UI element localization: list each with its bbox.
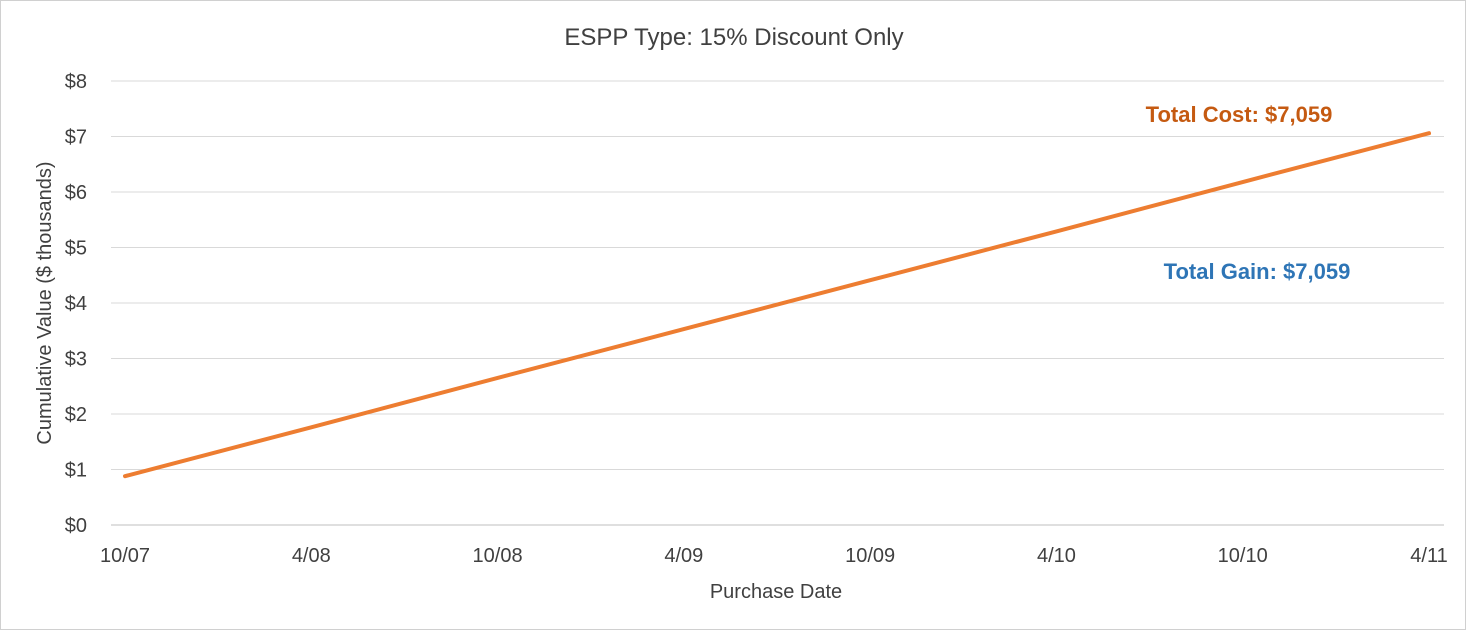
y-tick-label: $5 — [65, 238, 87, 260]
y-tick-label: $3 — [65, 349, 87, 371]
chart-title: ESPP Type: 15% Discount Only — [564, 24, 903, 51]
x-tick-label: 10/08 — [473, 545, 523, 567]
x-tick-label: 10/09 — [845, 545, 895, 567]
x-tick-label: 10/10 — [1218, 545, 1268, 567]
y-axis-label: Cumulative Value ($ thousands) — [34, 161, 56, 444]
total-gain-annotation: Total Gain: $7,059 — [1164, 259, 1351, 284]
x-tick-label: 4/11 — [1410, 545, 1447, 567]
x-tick-label: 4/08 — [292, 545, 331, 567]
y-tick-label: $6 — [65, 182, 87, 204]
y-tick-labels: $0 $1 $2 $3 $4 $5 $6 $7 $8 — [65, 71, 87, 537]
x-tick-label: 4/09 — [664, 545, 703, 567]
y-tick-label: $8 — [65, 71, 87, 93]
x-tick-label: 10/07 — [100, 545, 150, 567]
x-tick-label: 4/10 — [1037, 545, 1076, 567]
y-tick-label: $2 — [65, 404, 87, 426]
series-lines — [123, 131, 1431, 479]
y-tick-label: $1 — [65, 460, 87, 482]
x-axis-label: Purchase Date — [710, 581, 842, 603]
y-tick-label: $0 — [65, 515, 87, 537]
y-tick-label: $7 — [65, 127, 87, 149]
y-tick-label: $4 — [65, 293, 87, 315]
total-cost-annotation: Total Cost: $7,059 — [1146, 102, 1333, 127]
x-tick-labels: 10/07 4/08 10/08 4/09 10/09 4/10 10/10 4/11 — [100, 545, 1448, 567]
series-line — [123, 131, 1431, 479]
